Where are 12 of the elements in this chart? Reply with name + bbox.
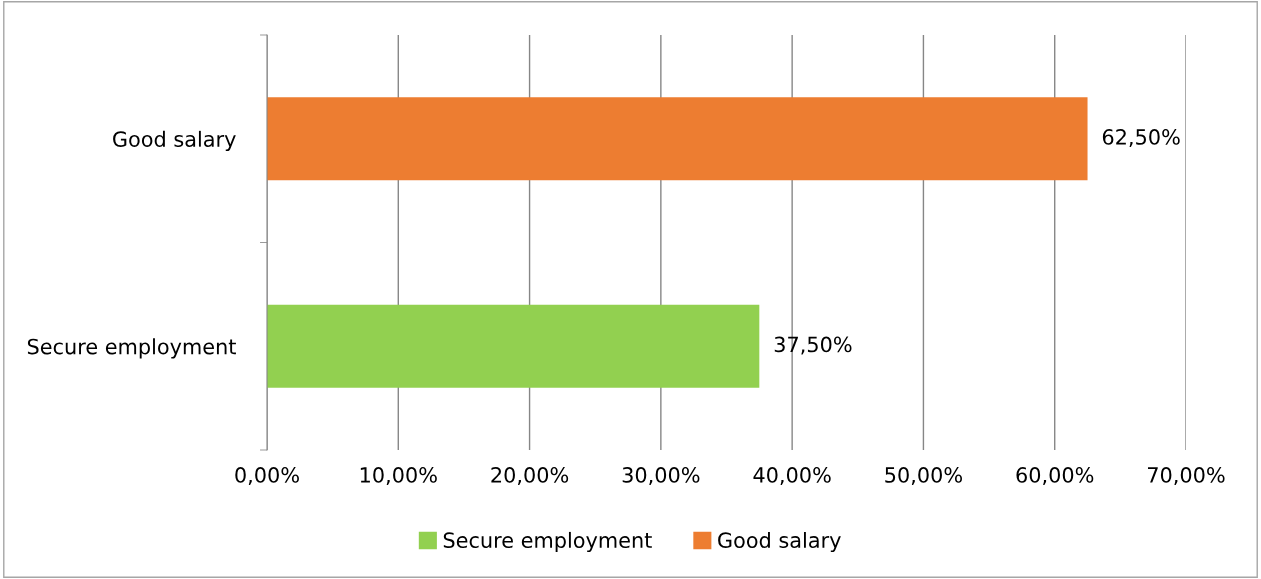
data-label: 37,50% — [774, 336, 852, 355]
legend-label: Good salary — [718, 531, 841, 553]
x-tick-label: 50,00% — [885, 467, 962, 485]
x-tick-label: 70,00% — [1147, 467, 1225, 485]
data-label: 62,50% — [1102, 129, 1180, 147]
x-tick-label: 20,00% — [491, 467, 569, 485]
x-tick-label: 30,00% — [622, 467, 700, 485]
x-tick-label: 60,00% — [1016, 467, 1094, 485]
x-tick-label: 40,00% — [753, 467, 831, 485]
x-tick-label: 0,00% — [235, 467, 299, 485]
legend-label: Secure employment — [443, 531, 652, 553]
x-tick-label: 10,00% — [360, 467, 437, 485]
